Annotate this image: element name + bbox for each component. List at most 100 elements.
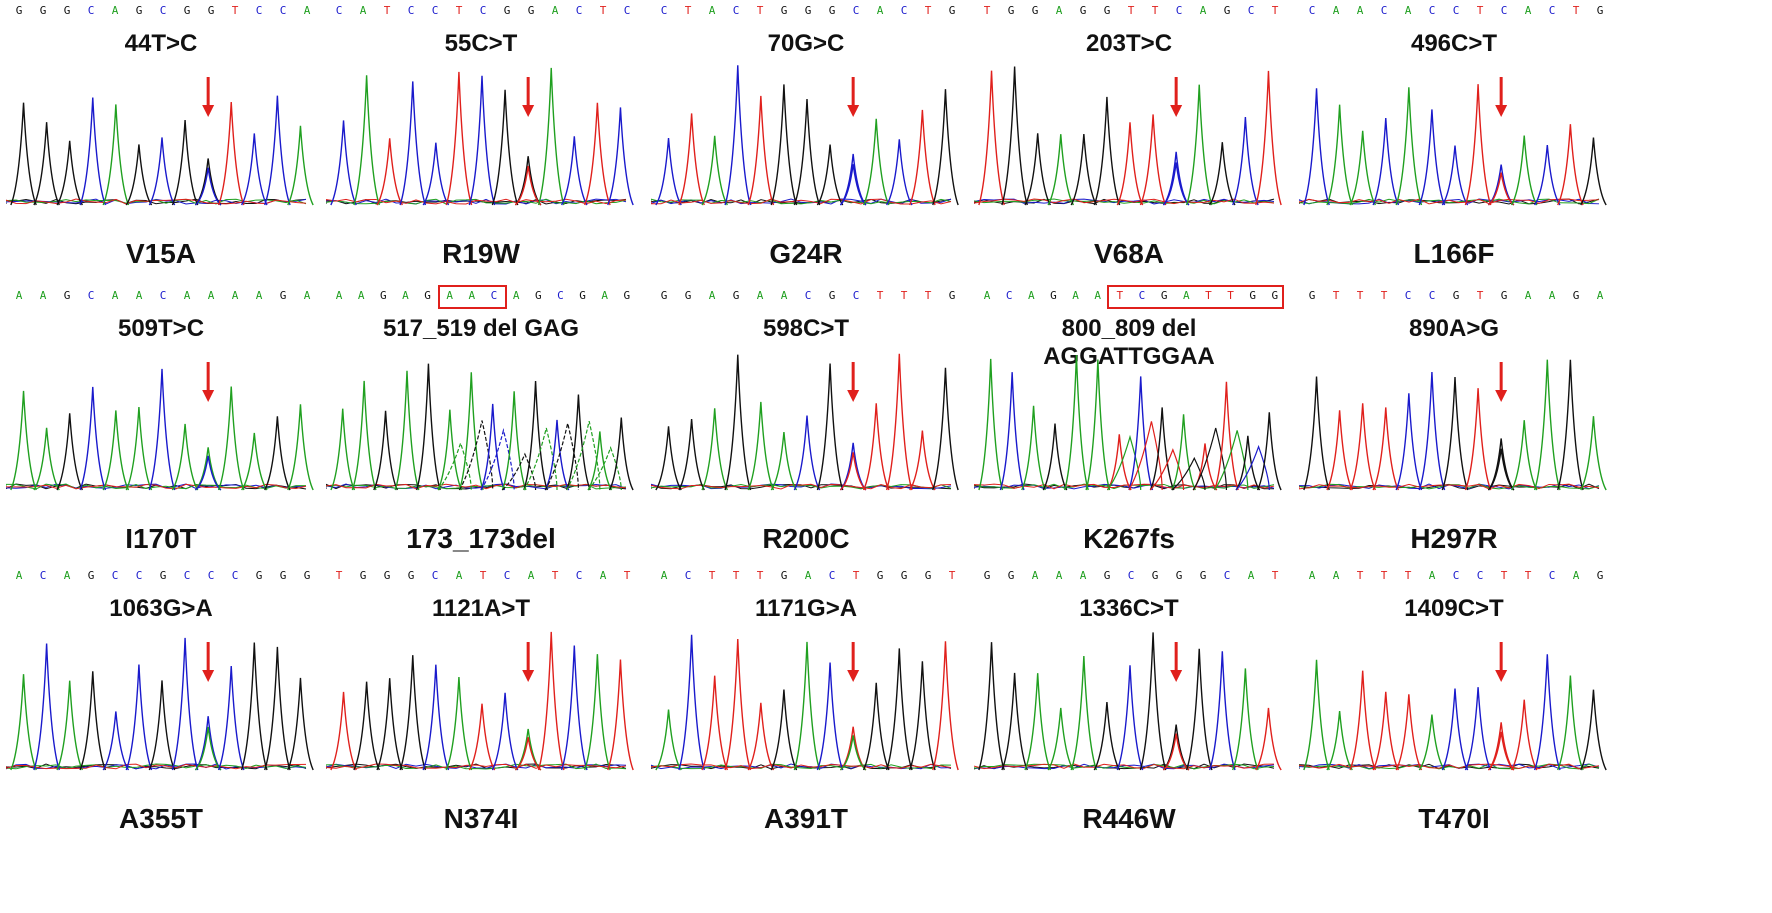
trace-peak <box>1533 654 1561 771</box>
base-letter: G <box>983 569 991 582</box>
heterozygous-peak <box>839 452 867 491</box>
trace-peak <box>468 703 496 771</box>
trace-peak <box>537 67 565 206</box>
base-letter: T <box>551 569 559 582</box>
trace-peak <box>537 631 565 771</box>
trace-peak <box>1349 403 1377 491</box>
base-letter: G <box>39 4 47 17</box>
base-letter: C <box>852 4 860 17</box>
mutation-label: 598C>T <box>762 315 850 342</box>
base-letter: A <box>876 4 884 17</box>
chromatogram-panel: C T A C T G G G C A C T G 70G>C G24R <box>651 0 971 290</box>
chromatogram-panel: G T T T C C G T G A A G A 890A>G H297R <box>1299 285 1619 575</box>
trace-peak <box>217 101 245 206</box>
mutation-arrow <box>1170 642 1183 682</box>
trace-peak <box>264 646 291 771</box>
protein-change-label: K267fs <box>1083 523 1175 554</box>
base-letter: G <box>1452 289 1460 302</box>
base-letter: G <box>1249 289 1256 302</box>
base-letter: A <box>551 4 559 17</box>
base-letter: C <box>39 569 47 582</box>
base-letter: G <box>1596 4 1604 17</box>
trace-peak <box>1106 434 1132 491</box>
trace-peak <box>1063 355 1089 491</box>
base-letter: G <box>1308 289 1316 302</box>
base-letter: C <box>732 4 740 17</box>
trace-peak <box>1326 104 1353 206</box>
base-letter: G <box>579 289 586 302</box>
base-letter: T <box>231 4 239 17</box>
base-letter: C <box>1404 289 1412 302</box>
mutation-arrow <box>847 362 860 402</box>
base-letter: T <box>900 289 908 302</box>
base-letter: C <box>623 4 631 17</box>
chromatogram-panel: T G G A G G T T C A G C T 203T>C V68A <box>974 0 1294 290</box>
base-letter: C <box>255 4 263 17</box>
base-letter: A <box>983 289 991 302</box>
overlap-peak <box>1192 427 1228 491</box>
trace-peak <box>1464 388 1492 491</box>
heterozygous-peak <box>1487 448 1515 491</box>
trace-peak <box>1580 137 1607 206</box>
base-letter: G <box>159 569 167 582</box>
trace-peak <box>816 363 844 491</box>
trace-peak <box>1255 70 1282 206</box>
heterozygous-peak <box>1487 172 1515 206</box>
trace-peak <box>909 661 936 771</box>
trace-peak <box>770 84 798 206</box>
trace-peak <box>862 682 890 771</box>
base-letter: A <box>1055 4 1063 17</box>
chromatogram-panel: G G G C A G C G G T C C A 44T>C V15A <box>6 0 326 290</box>
trace-peak <box>1185 648 1213 771</box>
trace-peak <box>480 403 506 491</box>
trace-peak <box>1139 114 1167 206</box>
trace-peak <box>747 95 775 206</box>
base-letter: C <box>660 4 668 17</box>
trace-peak <box>747 702 775 771</box>
base-letter: T <box>479 569 487 582</box>
trace-peak <box>1487 164 1515 206</box>
trace-peak <box>701 675 729 771</box>
base-letter: G <box>1079 4 1087 17</box>
trace-peak <box>33 643 60 771</box>
trace-peak <box>1510 699 1538 771</box>
base-letter: G <box>1596 569 1604 582</box>
base-letter: A <box>111 289 119 302</box>
chromatogram-panel: G G A G A A C G C T T T G 598C>T R200C <box>651 285 971 575</box>
mutation-label: 1336C>T <box>1079 595 1179 622</box>
base-letter: G <box>780 569 788 582</box>
mutation-arrow <box>1170 77 1183 117</box>
protein-change-label: 173_173del <box>406 523 556 554</box>
trace-peak <box>1395 393 1423 491</box>
base-letter: T <box>1271 569 1279 582</box>
base-letter: G <box>1223 4 1231 17</box>
trace-peak <box>607 659 634 771</box>
overlap-peak <box>1214 430 1249 491</box>
trace-peak <box>793 641 821 771</box>
trace-peak <box>747 401 775 491</box>
base-letter: A <box>1332 569 1340 582</box>
trace-peak <box>264 95 291 206</box>
base-letter: C <box>575 569 583 582</box>
base-letter: G <box>534 289 542 302</box>
trace-peak <box>565 394 591 491</box>
trace-peak <box>287 125 314 206</box>
trace-peak <box>839 442 867 491</box>
trace-peak <box>978 642 1005 771</box>
trace-peak <box>770 431 798 491</box>
mutation-label: 1171G>A <box>754 595 858 622</box>
chromatogram-panel: G G A A A G C G G G C A T 1336C>T R446W <box>974 565 1294 855</box>
base-letter: C <box>1380 4 1388 17</box>
trace-peak <box>376 138 403 206</box>
base-letter: G <box>1271 289 1279 302</box>
trace-peak <box>886 139 913 206</box>
trace-peak <box>523 381 549 491</box>
trace-peak <box>909 109 936 206</box>
base-letter: A <box>446 289 454 302</box>
mutation-arrow <box>202 362 215 402</box>
trace-peak <box>79 671 107 771</box>
trace-peak <box>1487 722 1515 771</box>
